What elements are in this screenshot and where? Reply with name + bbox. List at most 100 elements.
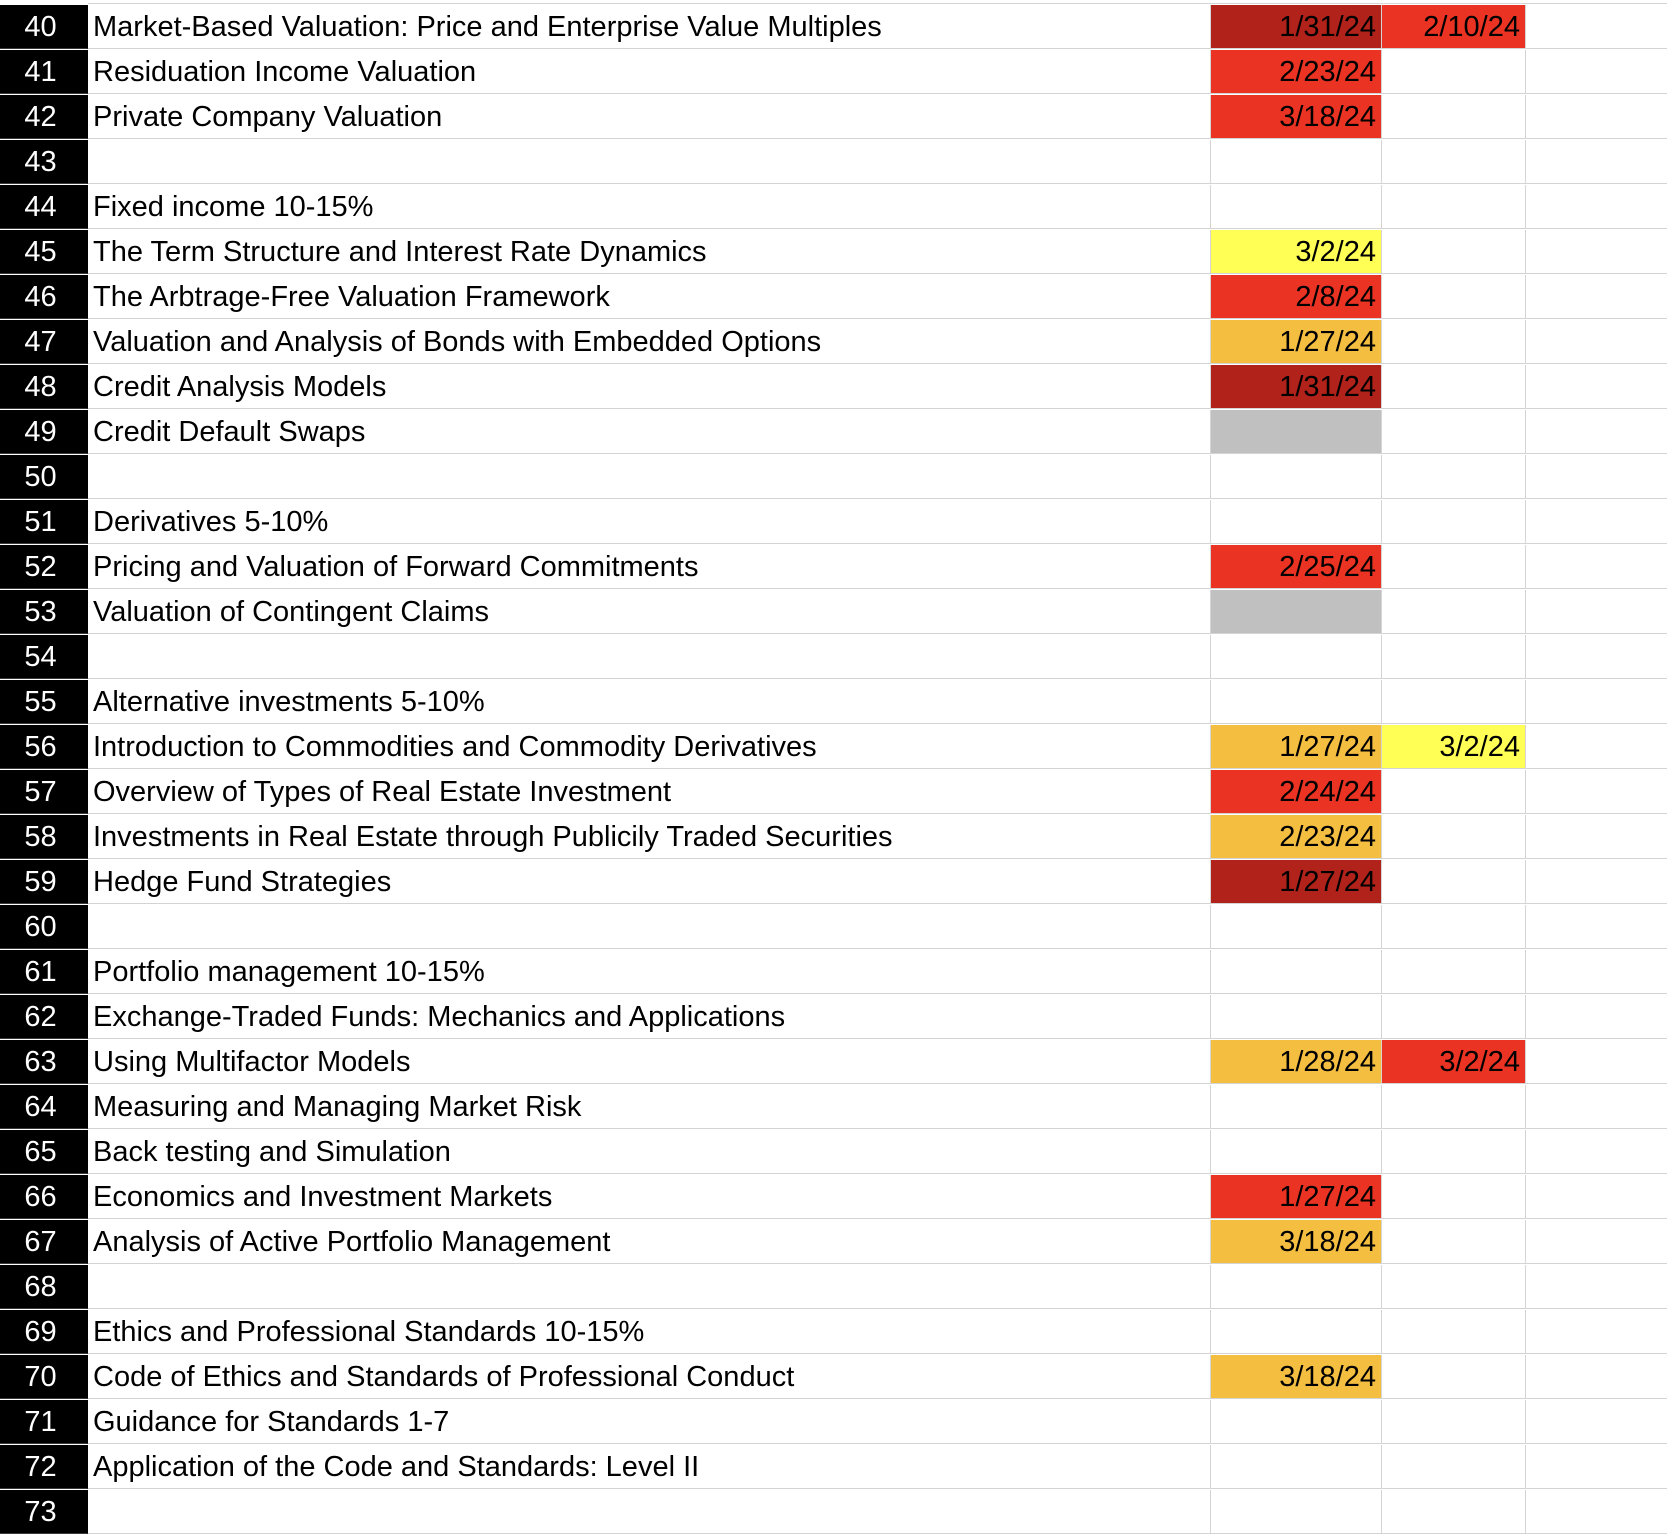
row-header[interactable]: 46 (0, 275, 88, 319)
sheet-row[interactable]: 57 Overview of Types of Real Estate Inves… (0, 770, 1667, 815)
cell-empty[interactable] (1526, 275, 1667, 319)
sheet-row[interactable]: 43 (0, 140, 1667, 185)
cell-date-1[interactable] (1211, 1085, 1382, 1129)
cell-topic[interactable]: Credit Default Swaps (88, 410, 1211, 454)
row-header[interactable]: 69 (0, 1310, 88, 1354)
cell-date-1[interactable]: 2/24/24 (1211, 770, 1382, 814)
cell-date-1[interactable]: 3/18/24 (1211, 1355, 1382, 1399)
cell-topic[interactable]: Credit Analysis Models (88, 365, 1211, 409)
cell-topic[interactable]: Exchange-Traded Funds: Mechanics and App… (88, 995, 1211, 1039)
sheet-row[interactable]: 73 (0, 1490, 1667, 1535)
cell-date-1[interactable]: 1/27/24 (1211, 320, 1382, 364)
cell-date-2[interactable] (1382, 995, 1526, 1039)
cell-date-1[interactable]: 2/23/24 (1211, 50, 1382, 94)
row-header[interactable]: 62 (0, 995, 88, 1039)
sheet-row[interactable]: 69 Ethics and Professional Standards 10-1… (0, 1310, 1667, 1355)
cell-date-2[interactable]: 3/2/24 (1382, 725, 1526, 769)
cell-date-2[interactable] (1382, 1175, 1526, 1219)
cell-empty[interactable] (1526, 590, 1667, 634)
cell-topic[interactable]: The Term Structure and Interest Rate Dyn… (88, 230, 1211, 274)
sheet-row[interactable]: 63 Using Multifactor Models 1/28/24 3/2/24 (0, 1040, 1667, 1085)
row-header[interactable]: 45 (0, 230, 88, 274)
cell-date-1[interactable]: 1/27/24 (1211, 725, 1382, 769)
cell-topic[interactable]: Guidance for Standards 1-7 (88, 1400, 1211, 1444)
cell-date-2[interactable] (1382, 635, 1526, 679)
cell-topic[interactable]: Overview of Types of Real Estate Investm… (88, 770, 1211, 814)
cell-date-2[interactable] (1382, 455, 1526, 499)
row-header[interactable]: 53 (0, 590, 88, 634)
sheet-row[interactable]: 44 Fixed income 10-15% (0, 185, 1667, 230)
cell-date-2[interactable] (1382, 365, 1526, 409)
row-header[interactable]: 68 (0, 1265, 88, 1309)
sheet-row[interactable]: 54 (0, 635, 1667, 680)
cell-date-1[interactable] (1211, 455, 1382, 499)
sheet-row[interactable]: 48 Credit Analysis Models 1/31/24 (0, 365, 1667, 410)
row-header[interactable]: 72 (0, 1445, 88, 1489)
row-header[interactable]: 63 (0, 1040, 88, 1084)
sheet-row[interactable]: 68 (0, 1265, 1667, 1310)
row-header[interactable]: 51 (0, 500, 88, 544)
cell-date-1[interactable] (1211, 950, 1382, 994)
cell-topic[interactable]: Back testing and Simulation (88, 1130, 1211, 1174)
row-header[interactable]: 52 (0, 545, 88, 589)
cell-topic[interactable] (88, 905, 1211, 949)
cell-topic[interactable]: Hedge Fund Strategies (88, 860, 1211, 904)
cell-date-2[interactable] (1382, 1445, 1526, 1489)
row-header[interactable]: 56 (0, 725, 88, 769)
cell-topic[interactable] (88, 455, 1211, 499)
row-header[interactable]: 49 (0, 410, 88, 454)
cell-topic[interactable]: Measuring and Managing Market Risk (88, 1085, 1211, 1129)
cell-date-2[interactable] (1382, 410, 1526, 454)
cell-date-2[interactable] (1382, 1400, 1526, 1444)
cell-date-1[interactable] (1211, 995, 1382, 1039)
cell-empty[interactable] (1526, 455, 1667, 499)
cell-date-2[interactable]: 2/10/24 (1382, 5, 1526, 49)
cell-date-2[interactable] (1382, 500, 1526, 544)
cell-date-1[interactable] (1211, 1310, 1382, 1354)
row-header[interactable]: 73 (0, 1490, 88, 1534)
cell-date-1[interactable]: 3/18/24 (1211, 1220, 1382, 1264)
cell-date-2[interactable] (1382, 1490, 1526, 1534)
cell-topic[interactable]: Alternative investments 5-10% (88, 680, 1211, 724)
cell-topic[interactable]: Derivatives 5-10% (88, 500, 1211, 544)
cell-date-1[interactable] (1211, 590, 1382, 634)
row-header[interactable]: 61 (0, 950, 88, 994)
row-header[interactable]: 44 (0, 185, 88, 229)
cell-date-1[interactable] (1211, 1490, 1382, 1534)
cell-empty[interactable] (1526, 500, 1667, 544)
sheet-row[interactable]: 61 Portfolio management 10-15% (0, 950, 1667, 995)
cell-date-1[interactable]: 1/28/24 (1211, 1040, 1382, 1084)
sheet-row[interactable]: 66 Economics and Investment Markets 1/27/2… (0, 1175, 1667, 1220)
sheet-row[interactable]: 46 The Arbtrage-Free Valuation Framework 2… (0, 275, 1667, 320)
cell-empty[interactable] (1526, 50, 1667, 94)
sheet-row[interactable]: 67 Analysis of Active Portfolio Managemen… (0, 1220, 1667, 1265)
cell-empty[interactable] (1526, 770, 1667, 814)
cell-topic[interactable]: Residuation Income Valuation (88, 50, 1211, 94)
sheet-row[interactable]: 58 Investments in Real Estate through Pub… (0, 815, 1667, 860)
cell-date-2[interactable] (1382, 1310, 1526, 1354)
sheet-row[interactable]: 70 Code of Ethics and Standards of Profes… (0, 1355, 1667, 1400)
cell-empty[interactable] (1526, 365, 1667, 409)
cell-date-1[interactable] (1211, 1445, 1382, 1489)
sheet-row[interactable]: 60 (0, 905, 1667, 950)
cell-topic[interactable] (88, 1490, 1211, 1534)
cell-date-1[interactable] (1211, 1400, 1382, 1444)
cell-date-1[interactable] (1211, 185, 1382, 229)
sheet-row[interactable]: 59 Hedge Fund Strategies 1/27/24 (0, 860, 1667, 905)
cell-date-2[interactable] (1382, 590, 1526, 634)
cell-date-1[interactable] (1211, 680, 1382, 724)
cell-date-1[interactable] (1211, 905, 1382, 949)
row-header[interactable]: 42 (0, 95, 88, 139)
cell-empty[interactable] (1526, 1130, 1667, 1174)
cell-topic[interactable]: Application of the Code and Standards: L… (88, 1445, 1211, 1489)
cell-topic[interactable]: Ethics and Professional Standards 10-15% (88, 1310, 1211, 1354)
cell-date-2[interactable] (1382, 1085, 1526, 1129)
cell-date-1[interactable]: 2/23/24 (1211, 815, 1382, 859)
sheet-row[interactable]: 47 Valuation and Analysis of Bonds with E… (0, 320, 1667, 365)
row-header[interactable]: 70 (0, 1355, 88, 1399)
cell-date-2[interactable] (1382, 275, 1526, 319)
row-header[interactable]: 50 (0, 455, 88, 499)
sheet-row[interactable]: 62 Exchange-Traded Funds: Mechanics and A… (0, 995, 1667, 1040)
cell-empty[interactable] (1526, 1220, 1667, 1264)
cell-date-2[interactable] (1382, 1265, 1526, 1309)
